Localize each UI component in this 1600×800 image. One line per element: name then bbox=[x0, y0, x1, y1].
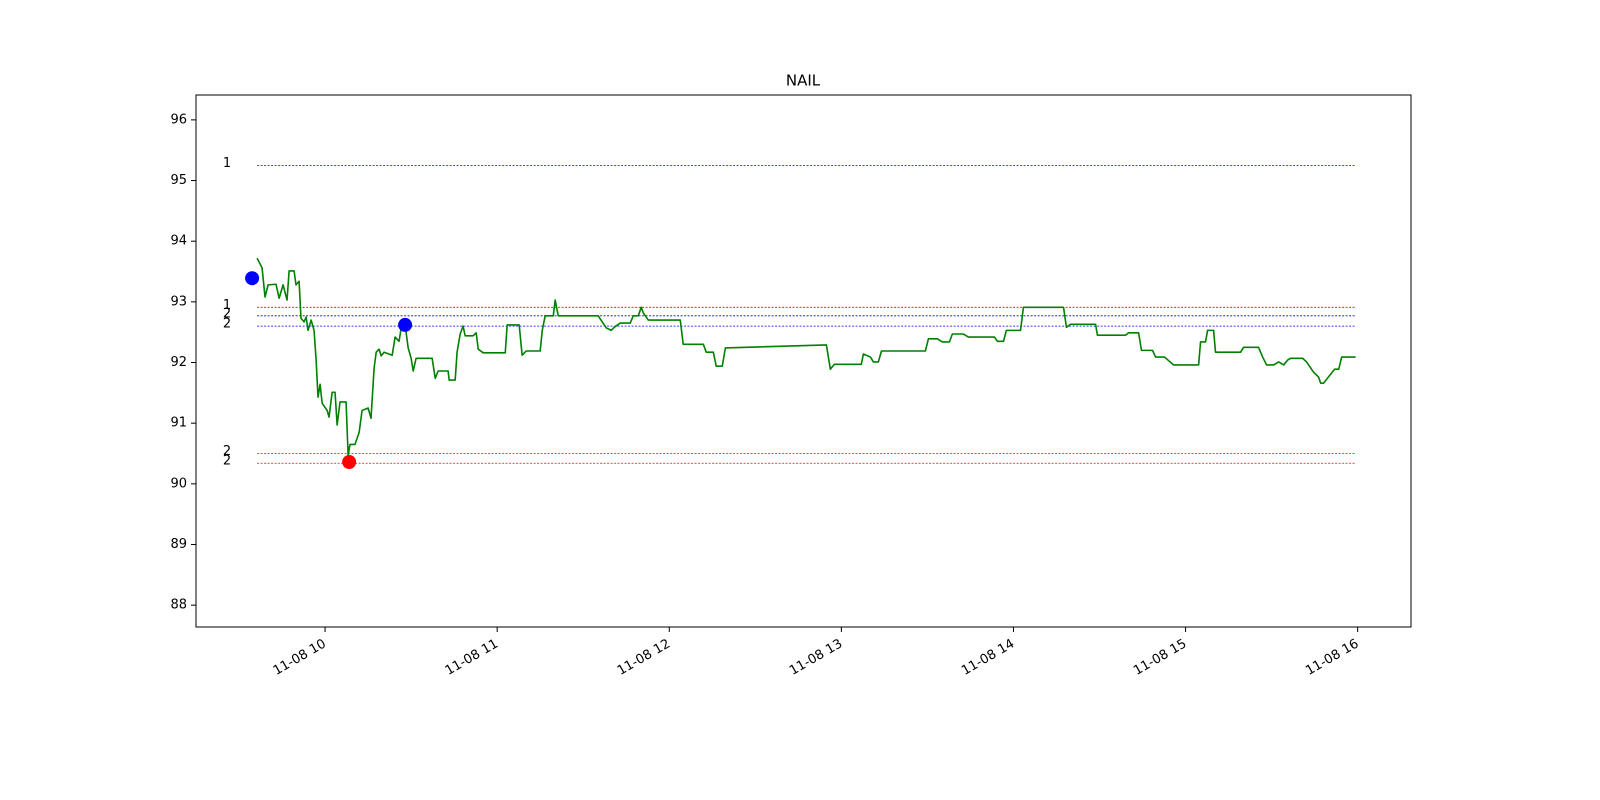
y-tick-label: 92 bbox=[170, 355, 187, 370]
y-tick-label: 93 bbox=[170, 294, 187, 309]
y-tick-label: 88 bbox=[170, 598, 187, 613]
y-tick-label: 96 bbox=[170, 112, 187, 127]
level-label: 2 bbox=[223, 306, 231, 321]
y-tick-label: 94 bbox=[170, 234, 187, 249]
price-line bbox=[256, 257, 1356, 457]
y-tick-label: 89 bbox=[170, 537, 187, 552]
plot-frame bbox=[195, 94, 1412, 628]
y-tick-label: 91 bbox=[170, 416, 187, 431]
signal-marker bbox=[245, 271, 260, 286]
level-label: 2 bbox=[223, 444, 231, 459]
chart-title: NAIL bbox=[786, 72, 821, 90]
level-label: 1 bbox=[223, 156, 231, 171]
y-tick-label: 95 bbox=[170, 173, 187, 188]
y-tick-label: 90 bbox=[170, 476, 187, 491]
level-label: 2 bbox=[223, 454, 231, 469]
signal-marker bbox=[342, 455, 357, 470]
level-label: 1 bbox=[223, 298, 231, 313]
level-label: 2 bbox=[223, 317, 231, 332]
signal-marker bbox=[398, 317, 413, 332]
